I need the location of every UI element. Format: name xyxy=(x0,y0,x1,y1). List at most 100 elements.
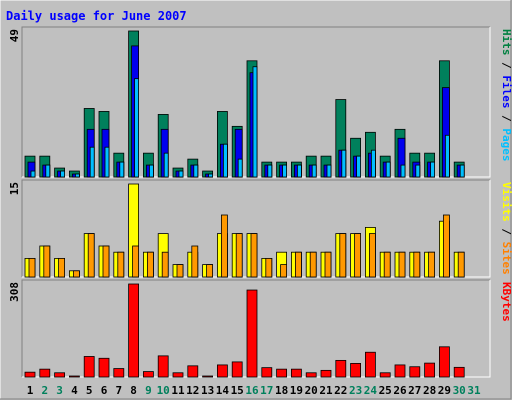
legend-item-hits-files-pages-2: Files xyxy=(500,75,512,108)
bar-kbytes-kbytes-5 xyxy=(83,356,95,378)
legend-item-hits-files-pages-0: Hits xyxy=(500,29,512,56)
bar-visits-sites-sites-13 xyxy=(206,264,214,278)
x-tick-label-15: 15 xyxy=(231,384,244,397)
bar-visits-sites-sites-1 xyxy=(28,257,36,278)
bar-kbytes-kbytes-14 xyxy=(216,364,228,378)
bar-kbytes-kbytes-3 xyxy=(54,372,65,378)
chart-title: Daily usage for June 2007 xyxy=(6,9,187,23)
bar-kbytes-kbytes-16 xyxy=(246,289,258,378)
x-tick-label-20: 20 xyxy=(305,384,318,397)
bar-hits-files-pages-pages-14 xyxy=(222,143,228,178)
x-tick-label-22: 22 xyxy=(334,384,347,397)
bar-hits-files-pages-pages-25 xyxy=(385,161,391,178)
bar-kbytes-kbytes-19 xyxy=(290,368,302,378)
legend-hits-files-pages: Hits / Files / Pages xyxy=(500,29,512,162)
bar-visits-sites-sites-28 xyxy=(428,251,436,278)
x-tick-label-29: 29 xyxy=(438,384,451,397)
bar-kbytes-kbytes-2 xyxy=(39,368,51,378)
bar-kbytes-kbytes-9 xyxy=(142,371,154,378)
bar-kbytes-kbytes-20 xyxy=(305,372,317,378)
bar-hits-files-pages-pages-11 xyxy=(178,170,184,178)
bar-visits-sites-sites-7 xyxy=(117,251,125,278)
bar-visits-sites-sites-23 xyxy=(354,233,362,278)
bar-visits-sites-sites-15 xyxy=(235,233,243,278)
x-tick-label-25: 25 xyxy=(379,384,392,397)
x-tick-label-7: 7 xyxy=(115,384,122,397)
bar-visits-sites-sites-30 xyxy=(457,251,465,278)
bar-visits-sites-sites-3 xyxy=(58,257,65,278)
bar-kbytes-kbytes-29 xyxy=(438,346,450,378)
bar-visits-sites-sites-29 xyxy=(442,214,450,278)
bar-hits-files-pages-pages-15 xyxy=(237,158,243,178)
bar-visits-sites-sites-20 xyxy=(309,251,317,278)
bar-visits-sites-sites-10 xyxy=(161,251,169,278)
bar-visits-sites-sites-22 xyxy=(339,233,347,278)
bar-kbytes-kbytes-15 xyxy=(231,361,243,378)
bar-hits-files-pages-pages-5 xyxy=(89,146,95,178)
x-tick-label-28: 28 xyxy=(423,384,436,397)
bar-visits-sites-sites-24 xyxy=(368,233,376,278)
bar-kbytes-kbytes-25 xyxy=(379,372,391,378)
x-tick-label-9: 9 xyxy=(145,384,152,397)
bar-hits-files-pages-pages-27 xyxy=(415,164,421,178)
x-tick-label-18: 18 xyxy=(275,384,288,397)
bar-hits-files-pages-pages-29 xyxy=(444,134,450,178)
bar-kbytes-kbytes-22 xyxy=(335,359,347,378)
x-tick-label-26: 26 xyxy=(393,384,407,397)
x-tick-label-19: 19 xyxy=(290,384,303,397)
bar-visits-sites-sites-26 xyxy=(398,251,406,278)
bar-visits-sites-sites-14 xyxy=(220,214,228,278)
bar-hits-files-pages-pages-30 xyxy=(459,164,465,178)
x-tick-label-3: 3 xyxy=(56,384,63,397)
ymax-label-kbytes: 308 xyxy=(8,282,21,302)
bar-hits-files-pages-pages-21 xyxy=(326,164,332,178)
x-tick-label-8: 8 xyxy=(130,384,137,397)
bar-hits-files-pages-pages-17 xyxy=(267,164,273,178)
bar-kbytes-kbytes-4 xyxy=(69,375,80,378)
bar-kbytes-kbytes-27 xyxy=(409,366,421,378)
legend-item-visits-sites-2: Sites xyxy=(500,242,512,275)
x-tick-label-13: 13 xyxy=(201,384,214,397)
bar-visits-sites-sites-8 xyxy=(132,245,140,278)
bar-hits-files-pages-pages-16 xyxy=(252,66,258,178)
bar-visits-sites-sites-18 xyxy=(280,264,288,278)
plot-border-top-visits-sites xyxy=(21,179,490,277)
bar-hits-files-pages-pages-20 xyxy=(311,164,317,178)
bar-kbytes-kbytes-13 xyxy=(202,375,214,378)
x-tick-label-2: 2 xyxy=(41,384,48,397)
bar-visits-sites-sites-19 xyxy=(294,251,302,278)
x-tick-label-10: 10 xyxy=(157,384,170,397)
bar-kbytes-kbytes-7 xyxy=(113,368,125,378)
bar-hits-files-pages-pages-12 xyxy=(193,164,199,178)
bar-hits-files-pages-pages-3 xyxy=(60,170,65,178)
bar-kbytes-kbytes-30 xyxy=(453,366,465,378)
bar-kbytes-kbytes-17 xyxy=(261,367,273,378)
legend-item-kbytes-0: KBytes xyxy=(500,282,512,322)
bar-hits-files-pages-pages-4 xyxy=(75,173,80,178)
bar-hits-files-pages-pages-10 xyxy=(163,152,169,178)
legend-item-visits-sites-1: / xyxy=(500,222,512,242)
x-tick-label-6: 6 xyxy=(101,384,108,397)
bar-hits-files-pages-pages-9 xyxy=(148,164,154,178)
bar-hits-files-pages-pages-24 xyxy=(370,149,376,178)
bar-visits-sites-sites-4 xyxy=(73,270,80,278)
bar-kbytes-kbytes-18 xyxy=(276,368,288,378)
bar-hits-files-pages-pages-26 xyxy=(400,164,406,178)
bar-hits-files-pages-pages-8 xyxy=(134,78,140,178)
bar-hits-files-pages-pages-1 xyxy=(30,170,36,178)
x-tick-label-16: 16 xyxy=(245,384,259,397)
bar-hits-files-pages-pages-2 xyxy=(45,164,51,178)
bar-visits-sites-sites-5 xyxy=(87,233,95,278)
legend-item-hits-files-pages-3: / xyxy=(500,109,512,129)
x-tick-label-30: 30 xyxy=(453,384,466,397)
plot-border-top-hits-files-pages xyxy=(21,26,490,177)
bar-hits-files-pages-pages-22 xyxy=(341,149,347,178)
ymax-label-visits-sites: 15 xyxy=(8,182,21,195)
x-tick-label-11: 11 xyxy=(171,384,185,397)
bar-visits-sites-sites-21 xyxy=(324,251,332,278)
legend-kbytes: KBytes xyxy=(500,282,512,322)
x-tick-label-23: 23 xyxy=(349,384,362,397)
legend-item-hits-files-pages-1: / xyxy=(500,56,512,76)
x-tick-label-27: 27 xyxy=(408,384,421,397)
